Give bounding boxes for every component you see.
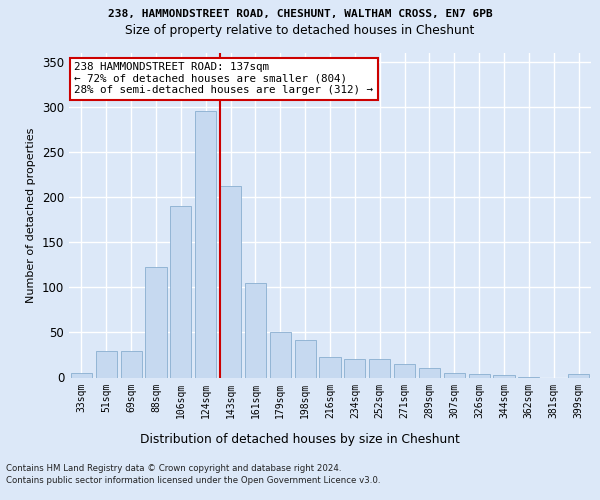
Bar	[71, 373, 92, 378]
Bar	[270, 332, 291, 378]
Text: Contains public sector information licensed under the Open Government Licence v3: Contains public sector information licen…	[6, 476, 380, 485]
Bar	[469, 374, 490, 378]
Bar	[518, 376, 539, 378]
Bar	[319, 356, 341, 378]
Bar	[96, 352, 117, 378]
Text: Size of property relative to detached houses in Cheshunt: Size of property relative to detached ho…	[125, 24, 475, 37]
Bar	[121, 352, 142, 378]
Bar	[493, 375, 515, 378]
Text: Contains HM Land Registry data © Crown copyright and database right 2024.: Contains HM Land Registry data © Crown c…	[6, 464, 341, 473]
Bar	[419, 368, 440, 378]
Bar	[394, 364, 415, 378]
Bar	[245, 282, 266, 378]
Text: 238, HAMMONDSTREET ROAD, CHESHUNT, WALTHAM CROSS, EN7 6PB: 238, HAMMONDSTREET ROAD, CHESHUNT, WALTH…	[107, 9, 493, 19]
Bar	[444, 373, 465, 378]
Bar	[220, 186, 241, 378]
Bar	[145, 268, 167, 378]
Bar	[369, 360, 390, 378]
Bar	[195, 111, 216, 378]
Y-axis label: Number of detached properties: Number of detached properties	[26, 128, 37, 302]
Bar	[295, 340, 316, 378]
Text: 238 HAMMONDSTREET ROAD: 137sqm
← 72% of detached houses are smaller (804)
28% of: 238 HAMMONDSTREET ROAD: 137sqm ← 72% of …	[74, 62, 373, 96]
Bar	[568, 374, 589, 378]
Text: Distribution of detached houses by size in Cheshunt: Distribution of detached houses by size …	[140, 432, 460, 446]
Bar	[344, 358, 365, 378]
Bar	[170, 206, 191, 378]
